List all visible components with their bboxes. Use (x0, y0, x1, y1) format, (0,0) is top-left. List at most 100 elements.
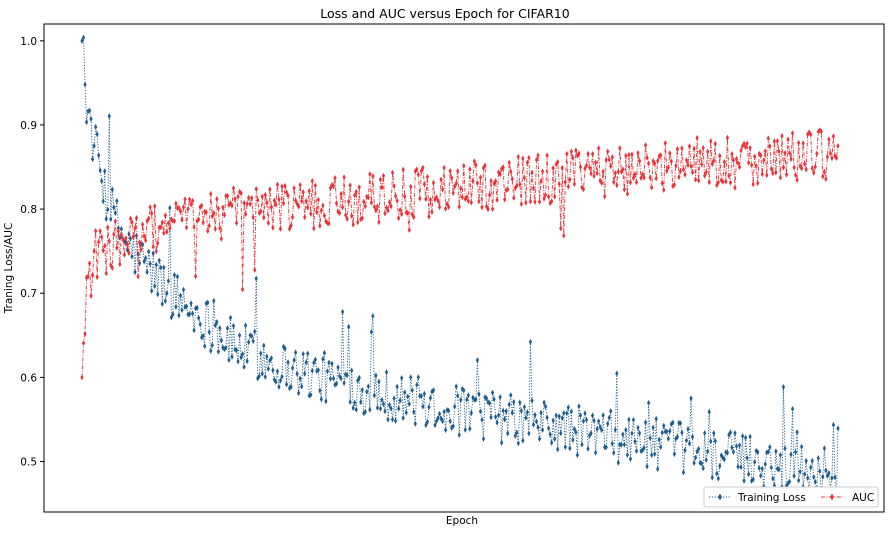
data-point (139, 246, 143, 253)
data-point (681, 469, 686, 476)
data-point (400, 374, 404, 381)
data-point (769, 165, 773, 172)
data-point (334, 200, 339, 207)
data-point (645, 463, 649, 470)
data-point (640, 171, 645, 178)
data-point (319, 396, 323, 403)
data-point (737, 164, 742, 171)
data-point (306, 350, 310, 357)
data-point (153, 203, 157, 210)
data-point (578, 163, 583, 170)
data-point (669, 420, 673, 427)
data-point (357, 184, 361, 191)
data-point (136, 273, 140, 280)
data-point (821, 173, 825, 180)
data-point (451, 423, 455, 430)
data-point (577, 150, 581, 157)
data-point (150, 287, 154, 294)
data-point (251, 338, 255, 345)
data-point (778, 452, 783, 459)
data-point (478, 408, 483, 415)
data-point (462, 387, 466, 394)
data-point (463, 426, 467, 433)
data-point (251, 214, 255, 221)
data-point (754, 163, 758, 170)
data-point (533, 411, 537, 418)
data-point (269, 204, 273, 211)
data-point (748, 433, 752, 440)
data-point (633, 171, 637, 178)
data-point (334, 380, 339, 387)
data-point (727, 172, 731, 179)
data-point (734, 443, 739, 450)
data-point (672, 181, 676, 188)
data-point (104, 215, 108, 222)
data-point (304, 197, 308, 204)
data-point (87, 107, 92, 114)
data-point (742, 477, 746, 484)
data-point (372, 392, 377, 399)
data-point (425, 418, 430, 425)
data-point (257, 210, 261, 217)
data-point (756, 449, 760, 456)
data-point (442, 408, 446, 415)
data-point (151, 243, 155, 250)
data-point (142, 258, 146, 265)
data-point (530, 397, 534, 404)
data-point (245, 358, 249, 365)
legend-label-training-loss: Training Loss (737, 492, 806, 504)
data-point (421, 403, 425, 410)
data-point (468, 425, 472, 432)
data-point (345, 215, 349, 222)
data-point (604, 156, 608, 163)
data-point (528, 198, 533, 205)
data-point (581, 186, 586, 193)
data-point (509, 392, 513, 399)
data-point (154, 261, 158, 268)
data-point (89, 292, 93, 299)
data-point (781, 164, 786, 171)
data-point (125, 241, 130, 248)
data-point (306, 204, 310, 211)
data-point (331, 183, 336, 190)
data-point (490, 206, 495, 213)
data-point (639, 448, 643, 455)
data-point (436, 415, 440, 422)
data-point (195, 304, 199, 311)
data-point (765, 449, 769, 456)
data-point (713, 140, 717, 147)
data-point (165, 228, 169, 235)
data-point (445, 200, 449, 207)
data-point (275, 181, 280, 188)
data-point (100, 178, 104, 185)
data-point (87, 260, 92, 267)
data-point (401, 414, 405, 421)
data-point (248, 201, 252, 208)
data-point (563, 444, 567, 451)
data-point (190, 310, 195, 317)
data-point (831, 133, 836, 140)
data-point (269, 355, 273, 362)
data-point (162, 229, 166, 236)
data-point (803, 160, 807, 167)
data-point (366, 194, 370, 201)
data-point (712, 157, 716, 164)
data-point (712, 430, 716, 437)
data-point (200, 202, 204, 209)
data-point (422, 390, 426, 397)
data-point (268, 186, 272, 193)
data-point (409, 374, 413, 381)
data-point (668, 150, 672, 157)
data-point (416, 171, 420, 178)
data-point (542, 399, 546, 406)
data-point (650, 451, 654, 458)
data-point (147, 248, 151, 255)
data-point (792, 472, 796, 479)
data-point (815, 150, 819, 157)
data-point (660, 429, 664, 436)
data-point (792, 164, 796, 171)
data-point (395, 383, 399, 390)
data-point (756, 180, 760, 187)
data-point (768, 143, 772, 150)
